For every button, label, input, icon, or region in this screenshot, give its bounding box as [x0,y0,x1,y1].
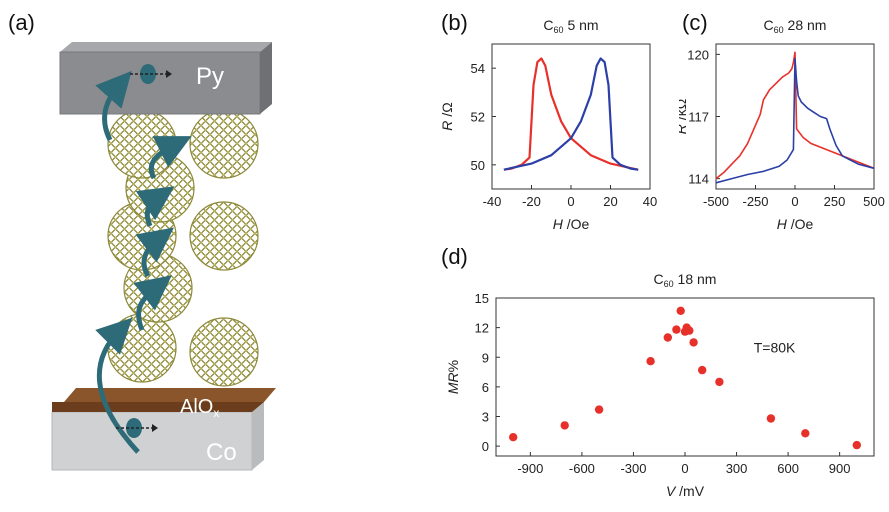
y-axis-label-symbol: R [440,121,455,131]
data-point [801,429,810,438]
x-axis-label-symbol: H [553,216,564,232]
series-line-0 [715,51,875,180]
py-label: Py [196,63,224,90]
x-tick-label: 600 [777,461,799,476]
chart-d-magnetoresistance-vs-voltage: C60 18 nm -900 -600 -300 0 300 600 900 0 3 6 9 12 15 V… [445,271,875,499]
y-axis-label-unit: /Ω [440,102,455,120]
x-tick-label: 300 [726,461,748,476]
chart-title-suffix: 28 nm [784,17,827,33]
y-tick-label: 15 [475,291,489,306]
x-tick-label: 20 [603,194,617,209]
x-axis-label-unit: /mV [675,483,704,499]
x-tick-label: 0 [567,194,574,209]
alox-label-main: AlO [180,396,213,418]
x-tick-label: 500 [863,194,885,209]
x-tick-label: -250 [742,194,768,209]
spin-icon-top [130,64,172,84]
device-schematic: Py AlOx Co [51,42,276,471]
panel-label-d: (d) [441,244,468,269]
alox-layer [52,388,276,412]
x-axis-label-unit: /Oe [787,216,814,232]
y-axis-label: R /Ω [440,102,455,130]
x-tick-label: -600 [569,461,595,476]
y-tick-label: 3 [482,410,489,425]
x-tick-label: 250 [824,194,846,209]
x-axis-label: H /Oe [777,216,814,232]
data-point [852,440,861,450]
y-tick-label: 9 [482,350,489,365]
x-tick-label: -500 [703,194,729,209]
chart-title: C60 28 nm [764,17,827,35]
data-point [715,377,724,387]
co-label: Co [206,439,237,466]
y-axis-label-unit: /kΩ [679,99,689,124]
panel-label-b: (b) [441,10,468,35]
chart-title-subscript: 60 [664,279,674,289]
series-line-1 [503,57,639,171]
data-point [509,433,518,442]
x-tick-label: -20 [522,194,541,209]
y-axis-label: R /kΩ [679,99,689,134]
x-axis-label-symbol: H [777,216,788,232]
data-point [594,405,604,414]
c60-molecules [107,109,259,387]
plot-frame [495,297,875,457]
chart-title-subscript: 60 [774,25,784,35]
chart-c-resistance-28nm: C60 28 nm -500 -250 0 250 500 114 117 120 H /Oe R … [679,17,885,232]
chart-title-subscript: 60 [554,25,564,35]
x-axis-label: H /Oe [553,216,590,232]
chart-title-prefix: C [764,17,774,33]
spin-icon-bottom [116,418,158,438]
chart-annotation: T=80K [754,339,796,355]
alox-label-sub: x [213,406,219,420]
alox-label: AlOx [180,396,219,420]
chart-title-suffix: 5 nm [564,17,599,33]
y-tick-label: 52 [471,110,485,125]
panel-label-c: (c) [682,10,708,35]
y-tick-label: 50 [471,158,485,173]
data-point [676,306,685,315]
series-line-1 [715,57,875,184]
data-point [663,333,672,342]
x-tick-label: -300 [620,461,646,476]
y-tick-label: 54 [471,61,485,76]
x-axis-label-unit: /Oe [563,216,590,232]
chart-b-resistance-5nm: C60 5 nm -40 -20 0 20 40 50 52 54 H /Oe R /Ω [440,17,657,232]
y-tick-label: 0 [482,439,489,454]
data-point [672,325,681,334]
y-axis-label: MR% [445,360,461,394]
x-tick-label: 40 [643,194,657,209]
data-point [685,326,694,335]
chart-title: C60 5 nm [543,17,598,35]
x-axis-label-symbol: V [666,483,677,499]
x-tick-label: 0 [681,461,688,476]
y-axis-label-symbol: MR [445,372,461,394]
y-axis-label-unit: % [445,360,461,372]
data-point [646,357,655,366]
chart-title-prefix: C [543,17,553,33]
x-tick-label: 0 [791,194,798,209]
data-point [766,414,776,423]
y-tick-label: 120 [687,47,709,62]
py-layer [59,42,272,115]
y-tick-label: 6 [482,380,489,395]
y-tick-label: 117 [688,110,709,125]
data-point [689,338,698,347]
x-tick-label: -40 [483,194,502,209]
spin-transport-arrows [95,70,192,454]
series-line-0 [503,57,639,171]
x-tick-label: 900 [829,461,851,476]
x-tick-label: -900 [517,461,543,476]
chart-title-prefix: C [654,271,664,287]
x-axis-label: V /mV [666,483,705,499]
y-tick-label: 114 [688,172,709,187]
data-point [698,365,707,375]
chart-title-suffix: 18 nm [674,271,717,287]
panel-label-a: (a) [8,10,35,35]
y-tick-label: 12 [475,321,489,336]
chart-title: C60 18 nm [654,271,717,289]
y-axis-label-symbol: R [679,124,689,134]
data-point [560,421,569,430]
